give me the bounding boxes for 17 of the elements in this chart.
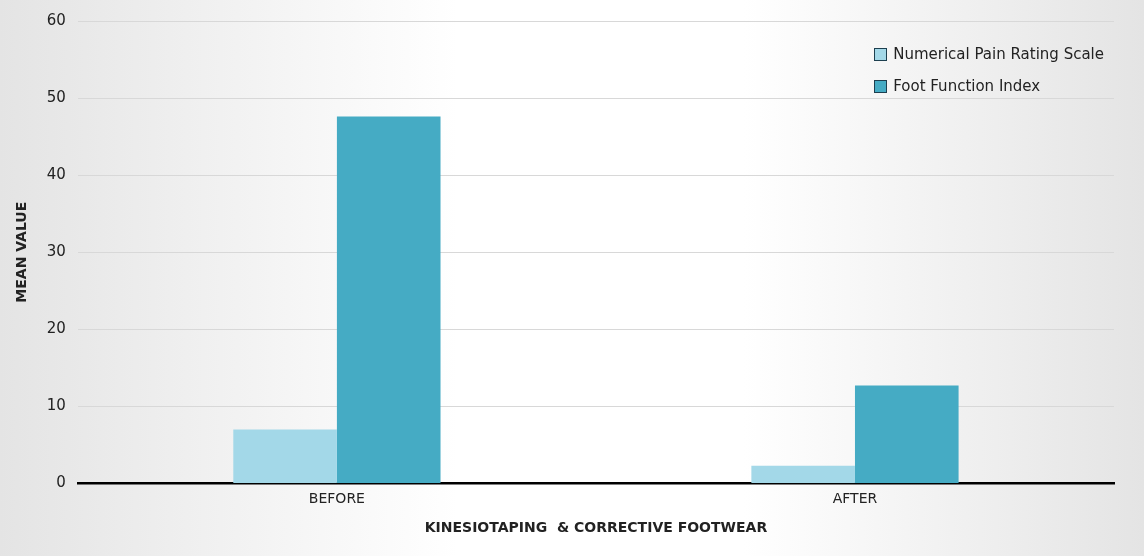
y-tick-label: 10 [46, 396, 66, 415]
x-tick-label: AFTER [832, 490, 878, 507]
x-axis-title: KINESIOTAPING & CORRECTIVE FOOTWEAR [424, 519, 768, 536]
legend-label: Numerical Pain Rating Scale [893, 45, 1104, 63]
legend-label: Foot Function Index [893, 77, 1041, 95]
y-axis-title: MEAN VALUE [13, 201, 30, 303]
y-tick-label: 20 [46, 319, 66, 338]
bar [233, 429, 337, 483]
x-tick-label: BEFORE [308, 490, 365, 507]
bar [854, 385, 959, 483]
bar [751, 465, 855, 483]
y-tick-label: 50 [46, 87, 66, 106]
y-tick-label: 30 [46, 242, 66, 261]
y-tick-label: 0 [56, 473, 66, 492]
y-tick-label: 40 [46, 165, 66, 184]
y-tick-label: 60 [46, 10, 66, 29]
bar [336, 116, 441, 483]
